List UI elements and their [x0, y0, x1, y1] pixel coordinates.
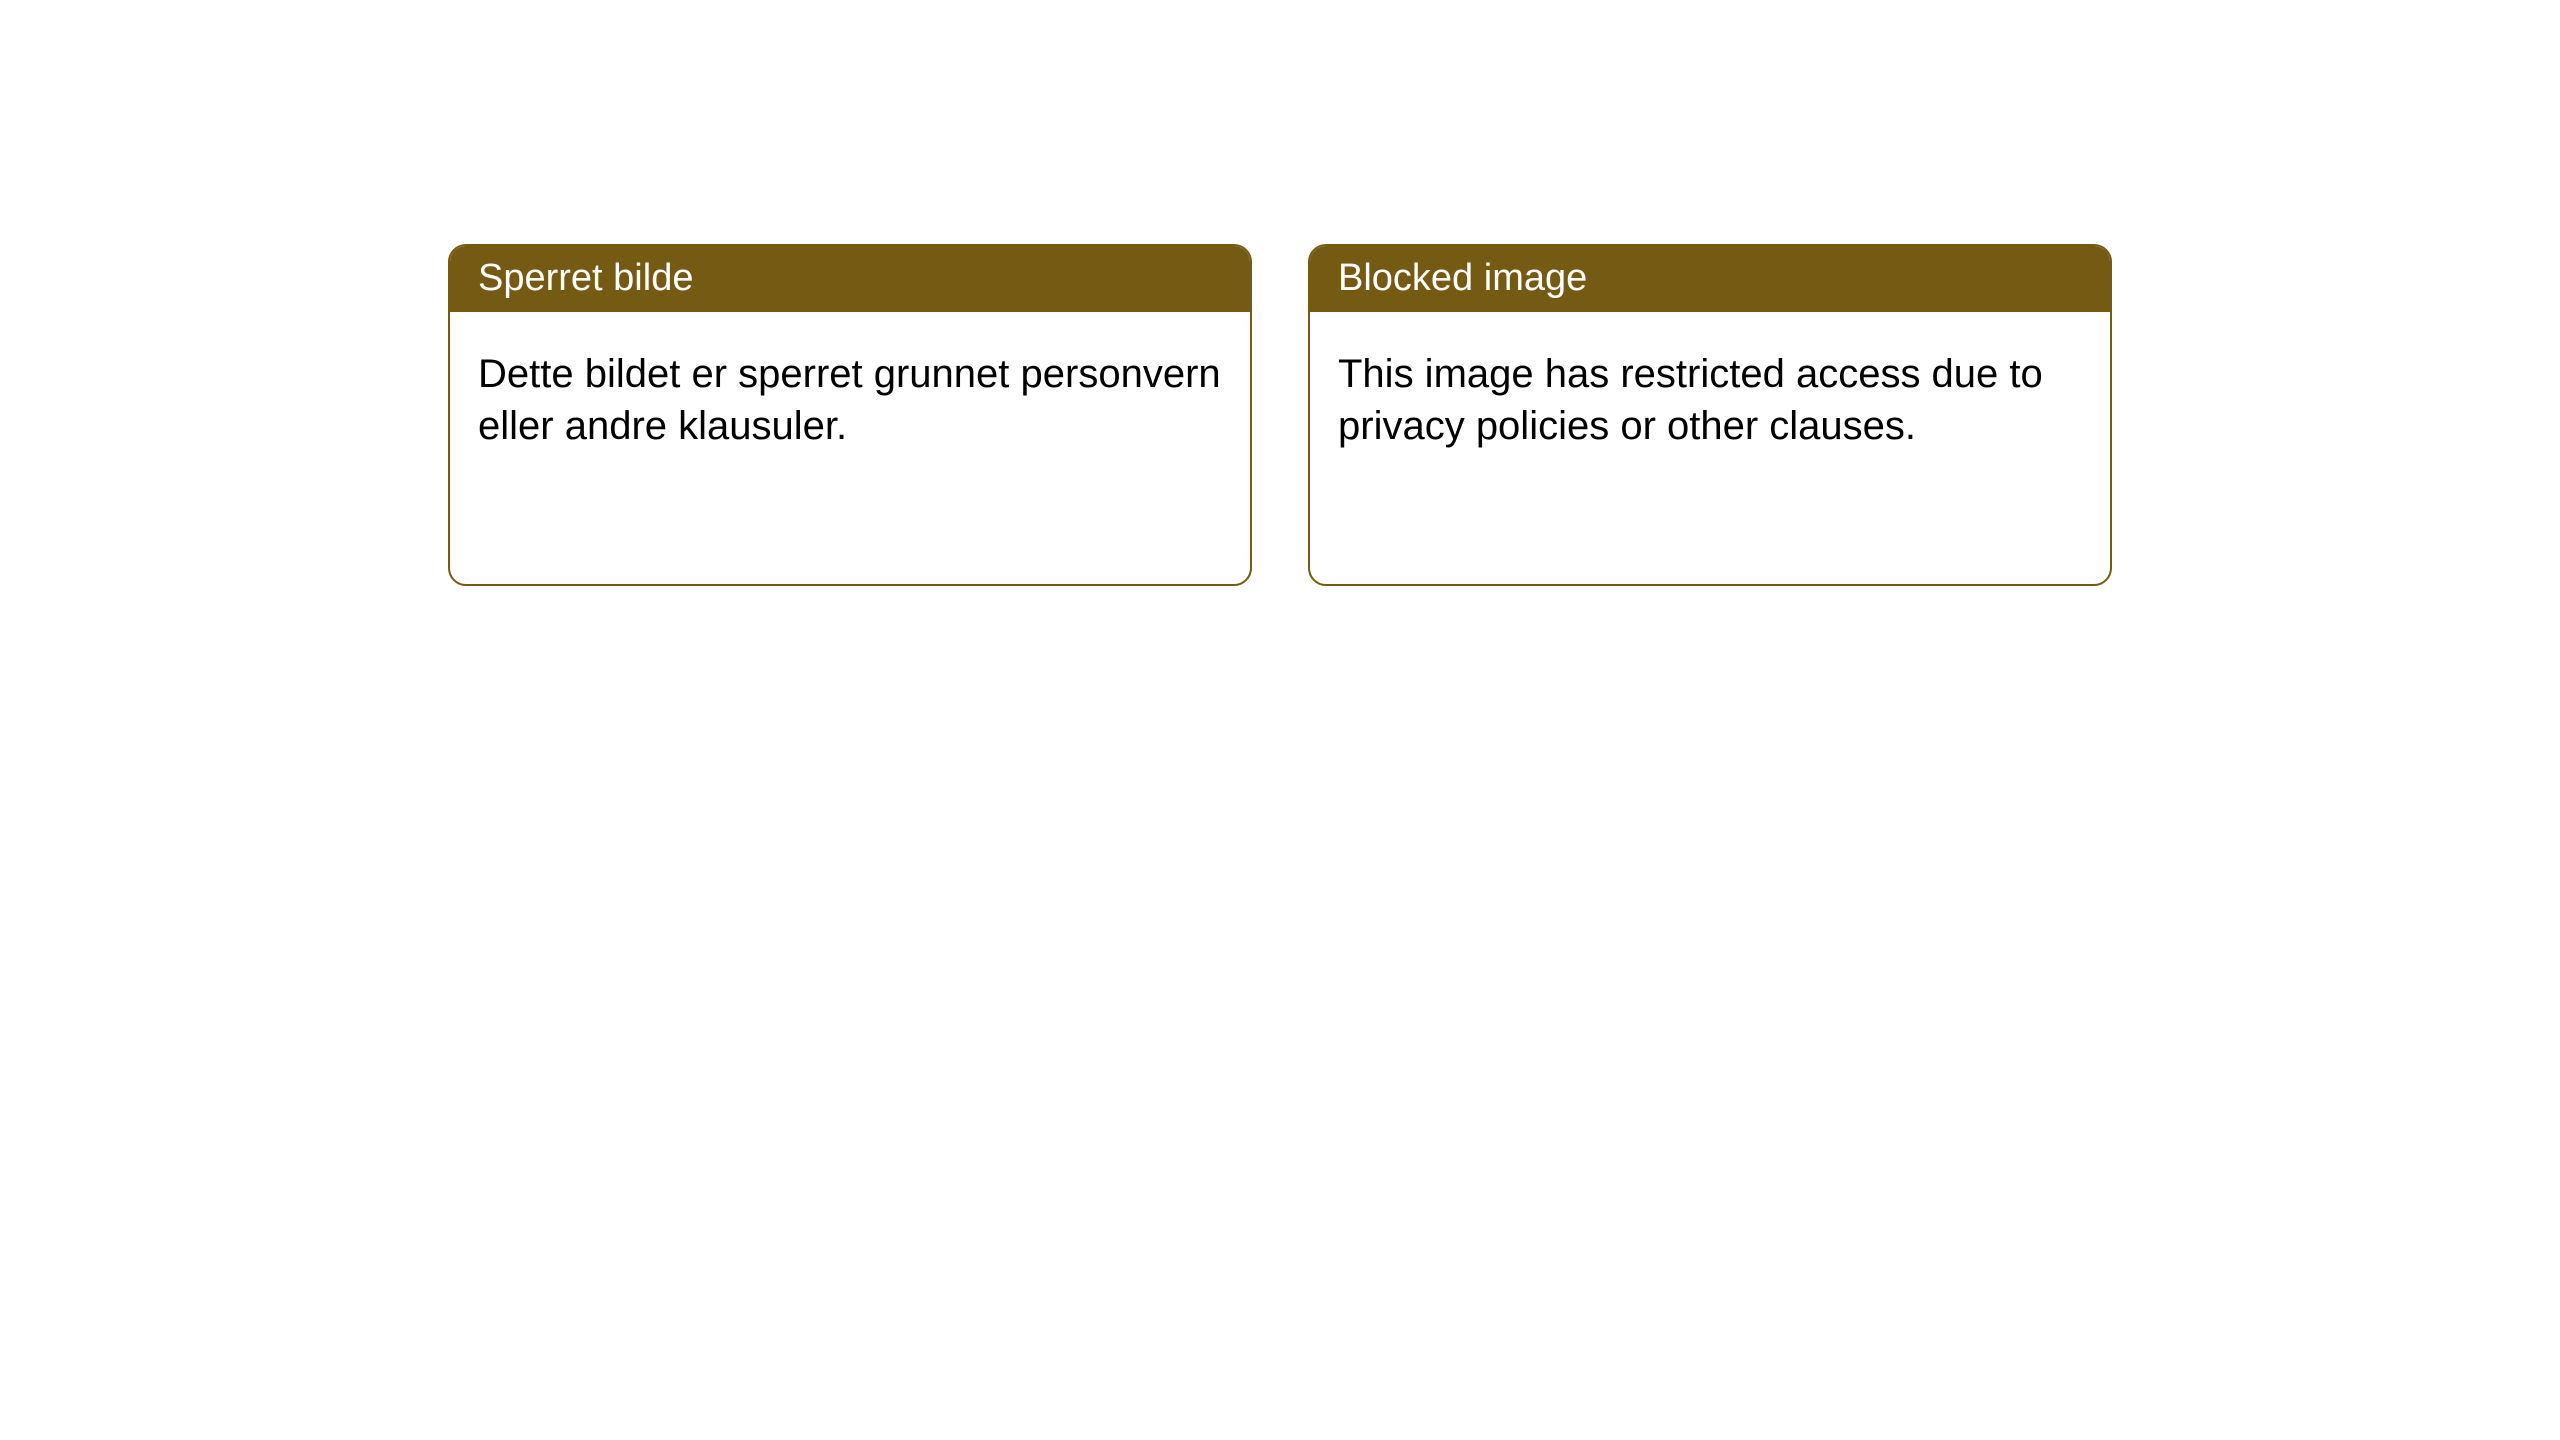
card-body: This image has restricted access due to …	[1310, 312, 2110, 584]
card-header-text: Blocked image	[1338, 257, 1587, 299]
card-header-text: Sperret bilde	[478, 257, 693, 299]
blocked-image-card-norwegian: Sperret bilde Dette bildet er sperret gr…	[448, 244, 1252, 586]
card-header: Blocked image	[1310, 246, 2110, 312]
blocked-image-card-english: Blocked image This image has restricted …	[1308, 244, 2112, 586]
card-header: Sperret bilde	[450, 246, 1250, 312]
card-body-text: Dette bildet er sperret grunnet personve…	[478, 352, 1221, 448]
card-body: Dette bildet er sperret grunnet personve…	[450, 312, 1250, 584]
cards-container: Sperret bilde Dette bildet er sperret gr…	[0, 0, 2560, 586]
card-body-text: This image has restricted access due to …	[1338, 352, 2043, 448]
